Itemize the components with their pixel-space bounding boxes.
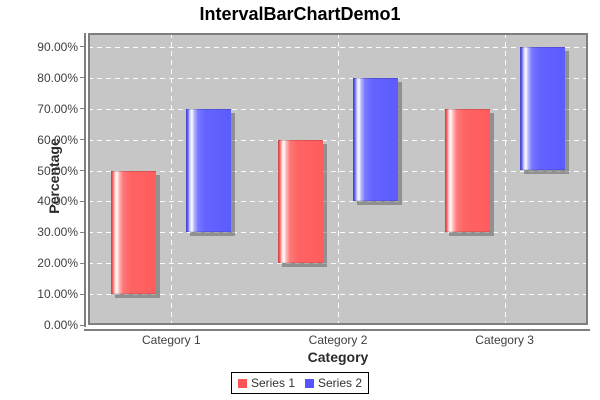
legend-item: Series 1 bbox=[237, 376, 295, 390]
range-gridline bbox=[88, 263, 588, 265]
y-tick-mark bbox=[80, 231, 84, 233]
bar-series-2-category-3 bbox=[519, 46, 565, 171]
range-gridline bbox=[88, 232, 588, 234]
y-tick-mark bbox=[80, 170, 84, 171]
x-category-label: Category 3 bbox=[475, 333, 534, 347]
bar-series-2-category-2 bbox=[353, 77, 398, 202]
domain-gridline bbox=[171, 33, 173, 325]
domain-gridline bbox=[338, 33, 339, 325]
range-gridline bbox=[88, 46, 588, 48]
legend: Series 1 Series 2 bbox=[0, 372, 600, 394]
y-tick-label: 40.00% bbox=[37, 194, 78, 209]
chart-title: IntervalBarChartDemo1 bbox=[199, 4, 401, 24]
y-tick-mark bbox=[80, 324, 84, 326]
plot-area bbox=[88, 33, 588, 325]
y-axis-line bbox=[84, 33, 86, 327]
y-tick-mark bbox=[80, 262, 84, 264]
bar-series-2-category-1 bbox=[186, 108, 232, 233]
legend-swatch-series-1 bbox=[237, 378, 247, 388]
y-tick-label: 30.00% bbox=[37, 225, 78, 240]
legend-label: Series 1 bbox=[250, 376, 295, 390]
y-tick-mark bbox=[80, 77, 84, 79]
y-tick-label: 70.00% bbox=[37, 101, 78, 116]
bar-series-1-category-2 bbox=[278, 139, 323, 264]
y-tick-label: 80.00% bbox=[37, 70, 78, 85]
y-tick-mark bbox=[80, 108, 84, 110]
y-tick-mark bbox=[80, 46, 84, 48]
y-tick-label: 0.00% bbox=[43, 318, 78, 332]
y-tick-mark bbox=[80, 293, 84, 295]
range-gridline bbox=[88, 170, 588, 172]
bar-series-1-category-3 bbox=[444, 108, 490, 233]
range-gridline bbox=[88, 139, 588, 141]
legend-item: Series 2 bbox=[305, 376, 362, 390]
range-gridline bbox=[88, 77, 588, 79]
y-tick-label: 90.00% bbox=[37, 39, 78, 54]
bar-series-1-category-1 bbox=[111, 170, 157, 295]
legend-swatch-series-2 bbox=[305, 378, 314, 388]
y-tick-mark bbox=[80, 139, 84, 141]
x-category-label: Category 1 bbox=[141, 333, 201, 347]
x-axis-title: Category bbox=[307, 349, 369, 365]
y-tick-label: 20.00% bbox=[37, 256, 78, 271]
y-tick-label: 60.00% bbox=[37, 132, 78, 147]
domain-gridline bbox=[504, 33, 506, 325]
range-gridline bbox=[88, 201, 588, 203]
range-gridline bbox=[88, 108, 588, 110]
y-tick-label: 50.00% bbox=[37, 163, 78, 178]
legend-box: Series 1 Series 2 bbox=[230, 372, 370, 394]
y-tick-mark bbox=[80, 200, 84, 202]
y-tick-label: 10.00% bbox=[37, 287, 78, 302]
x-category-label: Category 2 bbox=[308, 333, 368, 347]
legend-label: Series 2 bbox=[318, 376, 363, 390]
range-gridline bbox=[88, 294, 588, 296]
x-axis-line bbox=[84, 329, 590, 331]
